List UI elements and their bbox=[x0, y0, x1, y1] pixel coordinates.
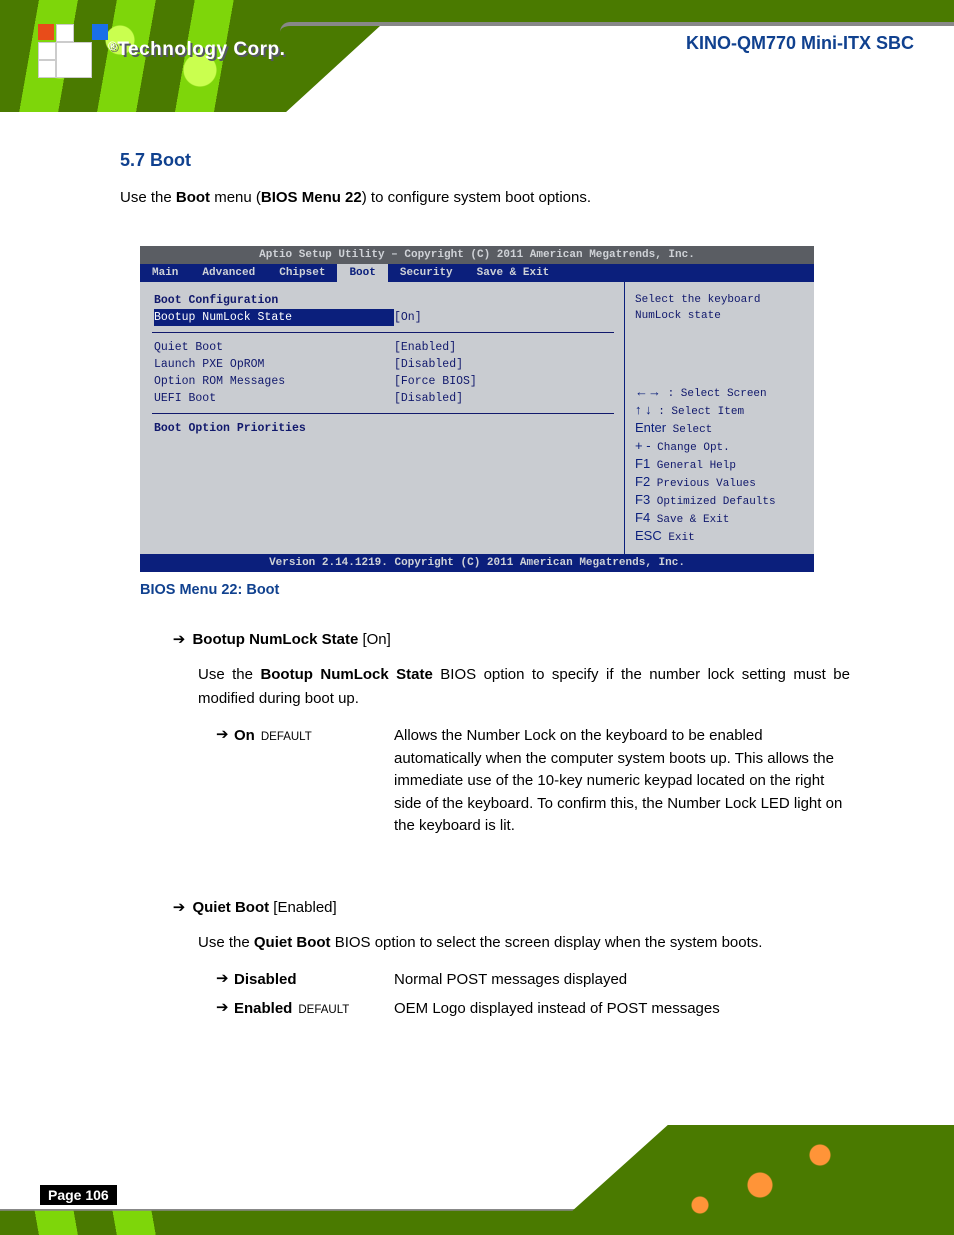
arrow-icon: ➔ bbox=[170, 898, 188, 916]
option-heading: Quiet Boot [Enabled] bbox=[192, 899, 336, 916]
option-values: ➔ Disabled Normal POST messages displaye… bbox=[216, 969, 850, 1020]
arrow-icon: ➔ bbox=[216, 969, 234, 987]
bios-window: Aptio Setup Utility – Copyright (C) 2011… bbox=[140, 246, 814, 572]
bios-tab[interactable]: Boot bbox=[337, 264, 387, 282]
bios-setting-row[interactable]: Launch PXE OpROM[Disabled] bbox=[154, 356, 612, 373]
bios-nav-line: F1 General Help bbox=[635, 456, 804, 474]
bios-nav-line: Enter Select bbox=[635, 420, 804, 438]
bios-titlebar: Aptio Setup Utility – Copyright (C) 2011… bbox=[140, 246, 814, 264]
bios-caption: BIOS Menu 22: Boot bbox=[140, 582, 279, 598]
bios-help-text: Select the keyboard NumLock state bbox=[635, 292, 804, 324]
bios-nav-line: + - Change Opt. bbox=[635, 438, 804, 456]
bios-tab[interactable]: Chipset bbox=[267, 264, 337, 282]
bios-help-panel: Select the keyboard NumLock state ←→ : S… bbox=[624, 282, 814, 554]
option-desc: Use the Quiet Boot BIOS option to select… bbox=[198, 931, 850, 955]
bios-setting-row[interactable]: UEFI Boot[Disabled] bbox=[154, 390, 612, 407]
bios-nav-line: ESC Exit bbox=[635, 528, 804, 546]
option-values: ➔ OnDEFAULT Allows the Number Lock on th… bbox=[216, 725, 850, 838]
arrow-icon: ➔ bbox=[216, 998, 234, 1016]
bios-nav-line: F2 Previous Values bbox=[635, 474, 804, 492]
page-number: Page 106 bbox=[40, 1185, 117, 1205]
footer-circuit-band bbox=[0, 1125, 954, 1235]
option-value-row: ➔ OnDEFAULT Allows the Number Lock on th… bbox=[216, 725, 850, 838]
option-quietboot: ➔ Quiet Boot [Enabled] Use the Quiet Boo… bbox=[170, 898, 850, 1026]
bios-group-title: Boot Configuration bbox=[154, 292, 612, 309]
bios-nav-line: ↑ ↓ : Select Item bbox=[635, 402, 804, 420]
option-numlock: ➔ Bootup NumLock State [On] Use the Boot… bbox=[170, 630, 850, 844]
option-value-row: ➔ EnabledDEFAULT OEM Logo displayed inst… bbox=[216, 998, 850, 1021]
bios-nav-line: F3 Optimized Defaults bbox=[635, 492, 804, 510]
bios-setting-row[interactable]: Bootup NumLock State[On] bbox=[154, 309, 612, 326]
header-arc bbox=[280, 22, 954, 32]
option-heading: Bootup NumLock State [On] bbox=[192, 631, 390, 648]
bios-tab[interactable]: Advanced bbox=[190, 264, 267, 282]
bios-left-panel: Boot ConfigurationBootup NumLock State[O… bbox=[140, 282, 624, 554]
bios-tab[interactable]: Save & Exit bbox=[465, 264, 562, 282]
option-value-text: Allows the Number Lock on the keyboard t… bbox=[394, 725, 850, 838]
option-value-row: ➔ Disabled Normal POST messages displaye… bbox=[216, 969, 850, 992]
arrow-icon: ➔ bbox=[170, 630, 188, 648]
bios-nav-keys: ←→ : Select Screen↑ ↓ : Select ItemEnter… bbox=[635, 384, 804, 546]
bios-nav-line: ←→ : Select Screen bbox=[635, 384, 804, 402]
bios-nav-line: F4 Save & Exit bbox=[635, 510, 804, 528]
bios-setting-row[interactable]: Option ROM Messages[Force BIOS] bbox=[154, 373, 612, 390]
bios-group-title: Boot Option Priorities bbox=[154, 420, 612, 437]
bios-footer: Version 2.14.1219. Copyright (C) 2011 Am… bbox=[140, 554, 814, 572]
brand-text: ®Technology Corp. bbox=[108, 40, 285, 59]
arrow-icon: ➔ bbox=[216, 725, 234, 743]
bios-tab[interactable]: Security bbox=[388, 264, 465, 282]
section-intro: Use the Boot menu (BIOS Menu 22) to conf… bbox=[120, 186, 840, 210]
bios-tab-bar: MainAdvancedChipsetBootSecuritySave & Ex… bbox=[140, 264, 814, 282]
iei-logo bbox=[38, 24, 108, 78]
option-desc: Use the Bootup NumLock State BIOS option… bbox=[198, 663, 850, 711]
doc-title: KINO-QM770 Mini-ITX SBC bbox=[686, 34, 914, 52]
bios-setting-row[interactable]: Quiet Boot[Enabled] bbox=[154, 339, 612, 356]
bios-tab[interactable]: Main bbox=[140, 264, 190, 282]
section-heading-block: 5.7 Boot Use the Boot menu (BIOS Menu 22… bbox=[120, 150, 840, 210]
section-number-title: 5.7 Boot bbox=[120, 150, 840, 172]
